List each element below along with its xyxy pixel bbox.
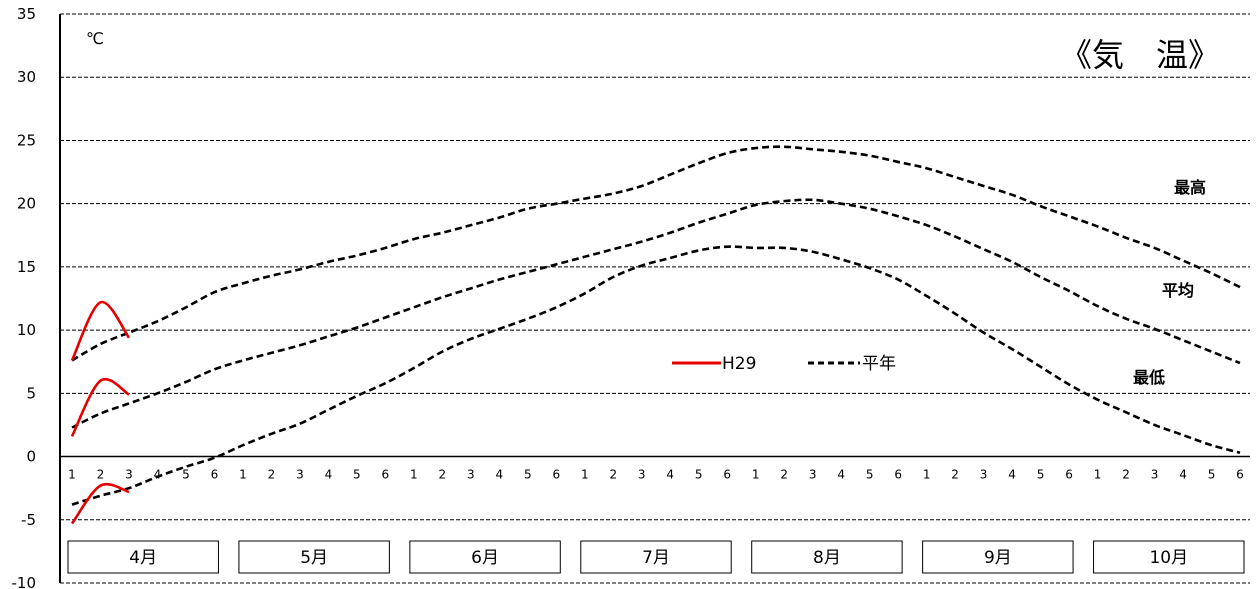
x-tick-label: 6 (1065, 468, 1073, 482)
band-label-mean: 平均 (1162, 281, 1194, 300)
x-tick-label: 6 (1236, 468, 1244, 482)
band-label-max: 最高 (1174, 178, 1206, 197)
x-tick-label: 4 (1008, 468, 1016, 482)
x-tick-label: 4 (495, 468, 503, 482)
x-tick-label: 2 (97, 468, 105, 482)
y-tick-label: -5 (21, 511, 36, 529)
y-tick-label: 35 (17, 5, 36, 23)
series-line-current (70, 482, 130, 525)
band-label-min: 最低 (1133, 368, 1165, 387)
series-line-normal (71, 245, 1241, 506)
month-label: 10月 (1149, 548, 1188, 568)
y-tick-label: 30 (17, 68, 36, 86)
x-tick-label: 2 (439, 468, 447, 482)
y-tick-label: 20 (17, 195, 36, 213)
legend-normal-label: 平年 (862, 354, 896, 374)
x-tick-label: 6 (552, 468, 560, 482)
x-tick-labels: 1 2 3 4 5 6 1 2 3 4 5 6 1 2 3 4 5 6 1 2 3 4 5 6 1 2 3 4 5 6 1 2 3 4 5 6 1 2 3 4… (68, 468, 1244, 482)
x-tick-label: 3 (809, 468, 817, 482)
x-tick-label: 1 (410, 468, 418, 482)
x-tick-label: 5 (353, 468, 361, 482)
x-tick-label: 3 (1151, 468, 1159, 482)
x-tick-label: 5 (866, 468, 874, 482)
x-tick-label: 2 (1122, 468, 1130, 482)
x-tick-label: 2 (780, 468, 788, 482)
unit-label: ℃ (86, 29, 104, 48)
series-line-current (70, 377, 130, 437)
x-tick-label: 6 (211, 468, 219, 482)
month-box (1093, 540, 1245, 574)
legend: H29 平年 (672, 354, 896, 374)
month-label: 4月 (129, 548, 157, 568)
month-box (409, 540, 561, 574)
x-tick-label: 2 (268, 468, 276, 482)
x-tick-label: 1 (581, 468, 589, 482)
x-tick-label: 3 (125, 468, 133, 482)
y-tick-label: -10 (12, 574, 37, 589)
x-tick-label: 5 (1208, 468, 1216, 482)
x-tick-label: 1 (1094, 468, 1102, 482)
x-tick-label: 5 (524, 468, 532, 482)
month-label: 9月 (984, 548, 1012, 568)
series-line-normal (71, 145, 1241, 362)
axes (59, 14, 1250, 583)
series-line-current (70, 300, 131, 362)
y-tick-label: 10 (17, 321, 36, 339)
month-box (67, 540, 219, 574)
month-box (238, 540, 390, 574)
y-tick-label: 5 (26, 384, 36, 402)
month-label: 8月 (813, 548, 841, 568)
x-tick-label: 1 (239, 468, 247, 482)
month-box (580, 540, 732, 574)
x-tick-label: 5 (1037, 468, 1045, 482)
x-tick-label: 6 (723, 468, 731, 482)
month-label: 5月 (300, 548, 328, 568)
y-tick-label: 15 (17, 258, 36, 276)
grid-lines (60, 13, 1250, 584)
x-tick-label: 2 (951, 468, 959, 482)
month-box (922, 540, 1074, 574)
chart-title: 《気 温》 (1060, 36, 1220, 74)
x-tick-label: 4 (325, 468, 333, 482)
x-tick-label: 3 (467, 468, 475, 482)
month-box (751, 540, 903, 574)
y-tick-labels: -10 -5 0 5 10 15 20 25 30 35 (12, 5, 37, 589)
x-tick-label: 2 (609, 468, 617, 482)
month-boxes: 4月 5月 6月 7月 8月 9月 10月 (67, 540, 1245, 574)
x-tick-label: 4 (154, 468, 162, 482)
x-tick-label: 1 (923, 468, 931, 482)
x-tick-label: 6 (894, 468, 902, 482)
x-tick-label: 1 (68, 468, 76, 482)
x-tick-label: 3 (296, 468, 304, 482)
x-tick-label: 1 (752, 468, 760, 482)
month-label: 7月 (642, 548, 670, 568)
x-tick-label: 3 (638, 468, 646, 482)
x-tick-label: 4 (837, 468, 845, 482)
series-lines (70, 145, 1241, 525)
x-tick-label: 6 (382, 468, 390, 482)
x-tick-label: 3 (980, 468, 988, 482)
legend-current-label: H29 (722, 354, 756, 374)
series-line-normal (71, 198, 1241, 429)
x-tick-label: 5 (182, 468, 190, 482)
x-tick-label: 4 (666, 468, 674, 482)
x-tick-label: 5 (695, 468, 703, 482)
month-label: 6月 (471, 548, 499, 568)
x-tick-label: 4 (1179, 468, 1187, 482)
y-tick-label: 0 (26, 448, 36, 466)
y-tick-label: 25 (17, 131, 36, 149)
